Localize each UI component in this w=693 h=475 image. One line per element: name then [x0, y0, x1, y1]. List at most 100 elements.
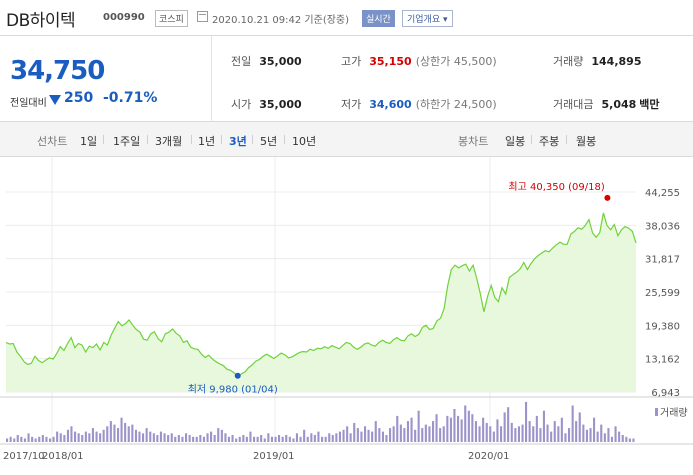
volume-bar — [467, 410, 470, 442]
volume-bar — [428, 426, 431, 442]
tab-monthly-candle[interactable]: 월봉 — [576, 135, 597, 148]
volume-bar — [253, 436, 256, 442]
y-tick-label: 44,255 — [645, 188, 680, 199]
volume-bar — [546, 424, 549, 442]
tab-3year[interactable]: 3년 — [229, 135, 247, 148]
volume-bar — [600, 424, 603, 442]
volume-bar — [131, 424, 134, 442]
volume-bar — [321, 436, 324, 442]
volume-bar — [120, 417, 123, 442]
volume-bar — [274, 436, 277, 442]
volume-bar — [210, 431, 213, 442]
volume-bar — [607, 428, 610, 442]
volume-bar — [514, 428, 517, 442]
realtime-button[interactable]: 실시간 — [362, 10, 395, 27]
volume-bar — [23, 438, 26, 442]
volume-bar — [295, 433, 298, 442]
y-tick-label: 31,817 — [645, 255, 680, 266]
open-label: 시가 — [231, 98, 252, 111]
volume-bar — [306, 436, 309, 442]
volume-bar — [446, 415, 449, 442]
volume-bar — [367, 429, 370, 442]
volume-bar — [192, 436, 195, 442]
volume-bar — [278, 435, 281, 442]
volume-legend-label: 거래량 — [660, 407, 688, 419]
tab-separator — [566, 135, 567, 144]
volume-bar — [500, 426, 503, 442]
volume-bar — [335, 433, 338, 442]
amount-label: 거래대금 — [553, 98, 594, 111]
tab-10year[interactable]: 10년 — [292, 135, 317, 148]
volume-bar — [342, 429, 345, 442]
upper-limit: (상한가 45,500) — [415, 55, 497, 68]
min-point-marker — [234, 372, 241, 379]
tab-separator — [284, 135, 285, 144]
volume-bar — [331, 435, 334, 442]
tab-separator — [221, 135, 222, 144]
tab-separator — [252, 135, 253, 144]
volume-bar — [457, 415, 460, 442]
tab-1day[interactable]: 1일 — [80, 135, 98, 148]
chart-tabs: 선차트 1일 1주일 3개월 1년 3년 5년 10년 봉차트 일봉 주봉 월봉 — [0, 122, 693, 157]
volume-bar — [414, 429, 417, 442]
tab-3month[interactable]: 3개월 — [155, 135, 183, 148]
volume-bar — [374, 421, 377, 442]
tab-1year[interactable]: 1년 — [198, 135, 216, 148]
volume-bar — [56, 431, 59, 442]
volume-bar — [235, 438, 238, 442]
volume-bar — [13, 438, 16, 442]
volume-bar — [20, 436, 23, 442]
volume-bar — [396, 415, 399, 442]
tab-weekly-candle[interactable]: 주봉 — [539, 135, 560, 148]
down-triangle-icon — [49, 95, 61, 105]
volume-bar — [6, 438, 9, 442]
volume-bar — [288, 436, 291, 442]
volume-bar — [106, 426, 109, 442]
volume-bar — [324, 436, 327, 442]
volume-bar — [417, 410, 420, 442]
tab-separator — [191, 135, 192, 144]
volume-bar — [621, 435, 624, 442]
volume-bar — [159, 431, 162, 442]
low-label: 저가 — [341, 98, 362, 111]
volume-bar — [206, 433, 209, 442]
volume-bar — [138, 431, 141, 442]
volume-bar — [16, 435, 19, 442]
tab-5year[interactable]: 5년 — [260, 135, 278, 148]
volume-bar — [260, 435, 263, 442]
volume-bar — [618, 431, 621, 442]
volume-bar — [564, 433, 567, 442]
amount-cell: 거래대금 5,048 백만 — [553, 96, 660, 112]
volume-bar — [227, 436, 230, 442]
volume-bar — [217, 428, 220, 442]
volume-bar — [496, 419, 499, 442]
volume-bar — [84, 431, 87, 442]
volume-bar — [432, 421, 435, 442]
summary-divider — [211, 36, 212, 122]
prev-close-label: 전일 — [231, 55, 252, 68]
price-chart: 거래량 44,255 38,036 31,817 25,599 19,380 13,162… — [0, 157, 693, 475]
company-overview-dropdown[interactable]: 기업개요 ▾ — [402, 10, 453, 27]
volume-bar — [614, 426, 617, 442]
volume-bar — [575, 421, 578, 442]
tab-daily-candle[interactable]: 일봉 — [505, 135, 526, 148]
volume-bar — [353, 422, 356, 442]
volume-bar — [299, 436, 302, 442]
volume-bar — [328, 433, 331, 442]
volume-bar — [539, 428, 542, 442]
volume-bar — [364, 426, 367, 442]
volume-bar — [557, 426, 560, 442]
volume-bar — [59, 433, 62, 442]
volume-bar — [410, 417, 413, 442]
volume-bar — [510, 422, 513, 442]
volume-bar — [256, 436, 259, 442]
volume-bar — [45, 436, 48, 442]
volume-bar — [27, 433, 30, 442]
volume-bar — [281, 436, 284, 442]
y-tick-label: 6,943 — [651, 388, 680, 399]
candle-chart-label: 봉차트 — [458, 135, 489, 148]
tab-1week[interactable]: 1주일 — [113, 135, 141, 148]
volume-bar — [453, 409, 456, 442]
y-tick-label: 25,599 — [645, 288, 680, 299]
volume-bar — [492, 431, 495, 442]
